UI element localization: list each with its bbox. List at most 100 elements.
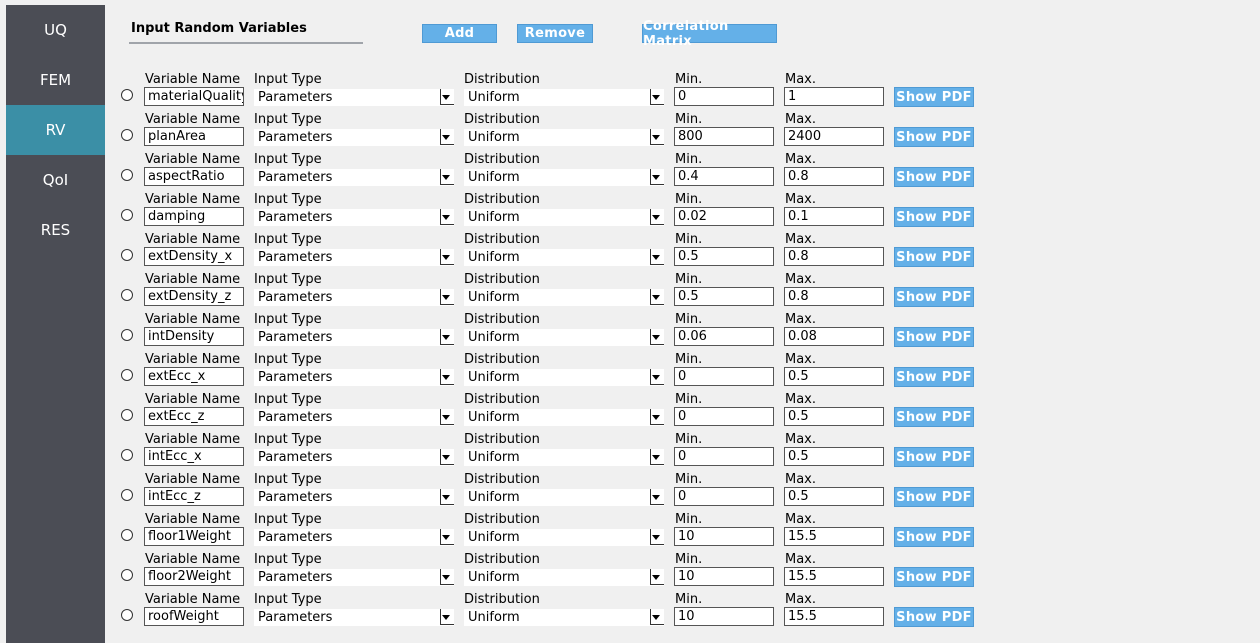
sidebar-item-qoi[interactable]: QoI	[6, 155, 105, 205]
dropdown-button[interactable]	[440, 449, 454, 465]
max-field[interactable]: 0.8	[784, 287, 884, 306]
dropdown-button[interactable]	[650, 609, 664, 625]
input-type-select[interactable]: Parameters	[254, 249, 454, 266]
variable-name-field[interactable]: extEcc_x	[144, 367, 244, 386]
max-field[interactable]: 0.8	[784, 167, 884, 186]
dropdown-button[interactable]	[440, 289, 454, 305]
row-select-radio[interactable]	[121, 409, 133, 421]
max-field[interactable]: 0.08	[784, 327, 884, 346]
max-field[interactable]: 2400	[784, 127, 884, 146]
row-select-radio[interactable]	[121, 329, 133, 341]
show-pdf-button[interactable]: Show PDF	[894, 167, 974, 187]
input-type-select[interactable]: Parameters	[254, 409, 454, 426]
row-select-radio[interactable]	[121, 609, 133, 621]
dropdown-button[interactable]	[440, 489, 454, 505]
correlation-matrix-button[interactable]: Correlation Matrix	[642, 19, 777, 49]
distribution-select[interactable]: Uniform	[464, 89, 664, 106]
variable-name-field[interactable]: intEcc_x	[144, 447, 244, 466]
row-select-radio[interactable]	[121, 529, 133, 541]
variable-name-field[interactable]: intDensity	[144, 327, 244, 346]
distribution-select[interactable]: Uniform	[464, 569, 664, 586]
input-type-select[interactable]: Parameters	[254, 169, 454, 186]
variable-name-field[interactable]: floor2Weight	[144, 567, 244, 586]
dropdown-button[interactable]	[440, 569, 454, 585]
min-field[interactable]: 10	[674, 527, 774, 546]
min-field[interactable]: 0.5	[674, 287, 774, 306]
min-field[interactable]: 0.02	[674, 207, 774, 226]
input-type-select[interactable]: Parameters	[254, 369, 454, 386]
variable-name-field[interactable]: planArea	[144, 127, 244, 146]
show-pdf-button[interactable]: Show PDF	[894, 87, 974, 107]
max-field[interactable]: 15.5	[784, 527, 884, 546]
input-type-select[interactable]: Parameters	[254, 569, 454, 586]
variable-name-field[interactable]: roofWeight	[144, 607, 244, 626]
max-field[interactable]: 0.5	[784, 367, 884, 386]
show-pdf-button[interactable]: Show PDF	[894, 207, 974, 227]
sidebar-item-rv[interactable]: RV	[6, 105, 105, 155]
distribution-select[interactable]: Uniform	[464, 409, 664, 426]
distribution-select[interactable]: Uniform	[464, 449, 664, 466]
min-field[interactable]: 0	[674, 87, 774, 106]
max-field[interactable]: 0.8	[784, 247, 884, 266]
distribution-select[interactable]: Uniform	[464, 369, 664, 386]
show-pdf-button[interactable]: Show PDF	[894, 327, 974, 347]
row-select-radio[interactable]	[121, 249, 133, 261]
row-select-radio[interactable]	[121, 89, 133, 101]
input-type-select[interactable]: Parameters	[254, 489, 454, 506]
dropdown-button[interactable]	[440, 529, 454, 545]
dropdown-button[interactable]	[650, 249, 664, 265]
variable-name-field[interactable]: intEcc_z	[144, 487, 244, 506]
dropdown-button[interactable]	[440, 329, 454, 345]
min-field[interactable]: 0.06	[674, 327, 774, 346]
remove-button[interactable]: Remove	[517, 24, 593, 43]
show-pdf-button[interactable]: Show PDF	[894, 527, 974, 547]
dropdown-button[interactable]	[650, 289, 664, 305]
max-field[interactable]: 0.5	[784, 407, 884, 426]
dropdown-button[interactable]	[440, 169, 454, 185]
variable-name-field[interactable]: extDensity_z	[144, 287, 244, 306]
min-field[interactable]: 10	[674, 567, 774, 586]
variable-name-field[interactable]: materialQuality	[144, 87, 244, 106]
show-pdf-button[interactable]: Show PDF	[894, 407, 974, 427]
input-type-select[interactable]: Parameters	[254, 329, 454, 346]
min-field[interactable]: 0	[674, 487, 774, 506]
variable-name-field[interactable]: extEcc_z	[144, 407, 244, 426]
min-field[interactable]: 0	[674, 367, 774, 386]
min-field[interactable]: 0	[674, 407, 774, 426]
max-field[interactable]: 0.5	[784, 447, 884, 466]
sidebar-item-res[interactable]: RES	[6, 205, 105, 255]
distribution-select[interactable]: Uniform	[464, 329, 664, 346]
dropdown-button[interactable]	[650, 489, 664, 505]
dropdown-button[interactable]	[650, 89, 664, 105]
show-pdf-button[interactable]: Show PDF	[894, 567, 974, 587]
show-pdf-button[interactable]: Show PDF	[894, 607, 974, 627]
dropdown-button[interactable]	[650, 129, 664, 145]
row-select-radio[interactable]	[121, 569, 133, 581]
show-pdf-button[interactable]: Show PDF	[894, 127, 974, 147]
row-select-radio[interactable]	[121, 289, 133, 301]
dropdown-button[interactable]	[650, 569, 664, 585]
show-pdf-button[interactable]: Show PDF	[894, 447, 974, 467]
distribution-select[interactable]: Uniform	[464, 249, 664, 266]
input-type-select[interactable]: Parameters	[254, 89, 454, 106]
distribution-select[interactable]: Uniform	[464, 609, 664, 626]
input-type-select[interactable]: Parameters	[254, 609, 454, 626]
distribution-select[interactable]: Uniform	[464, 529, 664, 546]
sidebar-item-uq[interactable]: UQ	[6, 5, 105, 55]
max-field[interactable]: 15.5	[784, 607, 884, 626]
variable-name-field[interactable]: floor1Weight	[144, 527, 244, 546]
dropdown-button[interactable]	[650, 329, 664, 345]
max-field[interactable]: 1	[784, 87, 884, 106]
dropdown-button[interactable]	[650, 529, 664, 545]
row-select-radio[interactable]	[121, 169, 133, 181]
min-field[interactable]: 10	[674, 607, 774, 626]
dropdown-button[interactable]	[650, 449, 664, 465]
max-field[interactable]: 0.1	[784, 207, 884, 226]
max-field[interactable]: 15.5	[784, 567, 884, 586]
input-type-select[interactable]: Parameters	[254, 449, 454, 466]
distribution-select[interactable]: Uniform	[464, 489, 664, 506]
show-pdf-button[interactable]: Show PDF	[894, 367, 974, 387]
input-type-select[interactable]: Parameters	[254, 289, 454, 306]
row-select-radio[interactable]	[121, 489, 133, 501]
max-field[interactable]: 0.5	[784, 487, 884, 506]
